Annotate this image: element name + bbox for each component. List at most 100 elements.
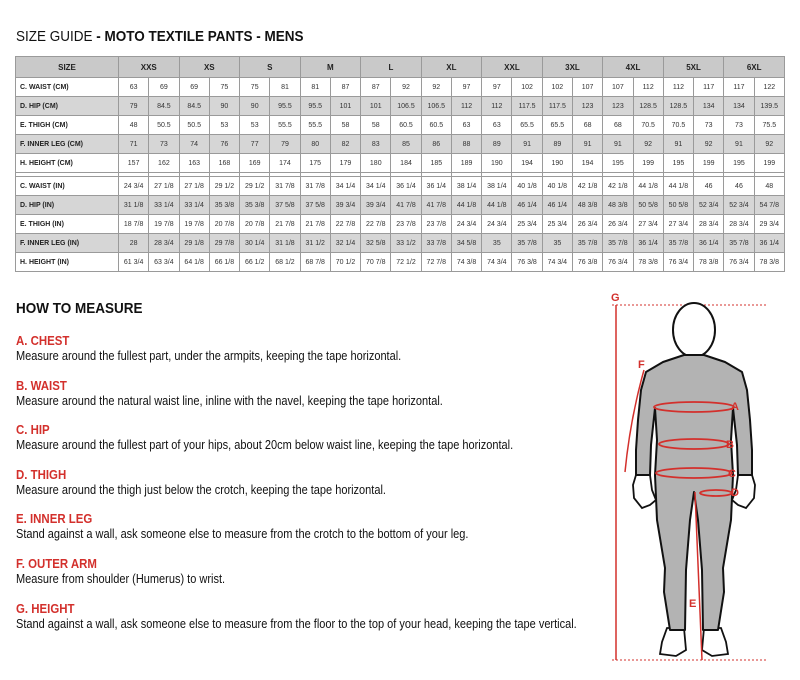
measure-item-title: A. CHEST [16, 333, 70, 348]
table-row: C. WAIST (CM) 63 69 69 75 75 81 81 87 87 92 92 97 97 1… [15, 77, 786, 97]
table-cell: 25 3/4 [541, 214, 573, 234]
table-cell: 35 7/8 [723, 233, 755, 253]
table-cell: 46 1/4 [511, 195, 543, 215]
table-cell: 92 [632, 134, 664, 154]
table-cell: 74 [178, 134, 210, 154]
measure-item-title: B. WAIST [16, 377, 67, 393]
table-cell: 65.5 [541, 115, 573, 135]
table-cell: 92 [693, 134, 725, 154]
table-cell: 33 1/2 [390, 233, 422, 253]
table-cell: 85 [390, 134, 422, 154]
table-cell: 20 7/8 [208, 214, 241, 234]
table-cell: 78 3/8 [753, 252, 786, 272]
table-cell: 84.5 [148, 96, 180, 116]
table-cell: 34 1/4 [360, 176, 392, 196]
body-measurement-figure: A B C D E F G [611, 292, 766, 661]
table-cell: 25 3/4 [511, 214, 543, 234]
table-cell: 35 3/8 [239, 195, 271, 215]
row-label: C. WAIST (CM) [15, 77, 119, 97]
table-cell: 34 5/8 [450, 233, 483, 253]
table-cell: 31 1/8 [269, 233, 301, 253]
table-cell: 60.5 [390, 115, 422, 135]
table-row: E. THIGH (CM) 48 50.5 50.5 53 53 55.5 55.5 58 58 6… [15, 115, 786, 135]
table-cell: 81 [269, 77, 301, 97]
measure-item: F. OUTER ARM Measure from shoulder (Humer… [16, 556, 225, 587]
table-cell: 168 [208, 153, 241, 173]
table-cell: 74 3/4 [481, 252, 513, 272]
table-cell: 189 [450, 153, 483, 173]
head [672, 302, 716, 358]
table-cell: 68 1/2 [269, 252, 301, 272]
table-cell: 31 1/8 [117, 195, 150, 215]
outer-arm-line [624, 369, 645, 473]
table-row: F. INNER LEG (CM) 71 73 74 76 77 79 80 82 83 85 86 8… [15, 134, 786, 154]
table-cell: 35 7/8 [511, 233, 543, 253]
row-label: F. INNER LEG (CM) [15, 134, 119, 154]
table-cell: 44 1/8 [481, 195, 513, 215]
table-cell: 19 7/8 [178, 214, 210, 234]
table-cell: 117.5 [541, 96, 573, 116]
measure-item-text: Stand against a wall, ask someone else t… [16, 527, 469, 542]
size-header-xl: XL [420, 56, 483, 78]
table-cell: 76 [208, 134, 241, 154]
table-cell: 76 3/4 [602, 252, 634, 272]
table-cell: 18 7/8 [117, 214, 150, 234]
table-cell: 48 [753, 176, 786, 196]
table-cell: 78 3/8 [693, 252, 725, 272]
table-cell: 26 3/4 [571, 214, 604, 234]
table-cell: 50.5 [148, 115, 180, 135]
thigh-line [699, 489, 733, 497]
row-label: D. HIP (CM) [15, 96, 119, 116]
table-cell: 38 1/4 [450, 176, 483, 196]
table-cell: 128.5 [662, 96, 695, 116]
table-cell: 107 [571, 77, 604, 97]
table-cell: 46 [723, 176, 755, 196]
chest-line [653, 401, 735, 413]
table-cell: 112 [450, 96, 483, 116]
table-cell: 35 7/8 [602, 233, 634, 253]
measure-item-text: Measure around the thigh just below the … [16, 482, 386, 497]
right-hand [730, 474, 756, 510]
table-cell: 91 [662, 134, 695, 154]
table-cell: 72 7/8 [420, 252, 452, 272]
table-cell: 31 1/2 [299, 233, 331, 253]
table-cell: 40 1/8 [541, 176, 573, 196]
table-cell: 73 [723, 115, 755, 135]
table-cell: 37 5/8 [299, 195, 331, 215]
table-cell: 117 [723, 77, 755, 97]
waist-line [658, 438, 730, 450]
table-cell: 88 [450, 134, 483, 154]
measure-item: B. WAIST Measure around the natural waist… [16, 378, 443, 409]
table-cell: 75.5 [753, 115, 786, 135]
table-cell: 39 3/4 [360, 195, 392, 215]
table-cell: 35 [541, 233, 573, 253]
table-cell: 41 7/8 [420, 195, 452, 215]
table-cell: 42 1/8 [602, 176, 634, 196]
table-cell: 48 [117, 115, 150, 135]
table-cell: 36 1/4 [420, 176, 452, 196]
table-cell: 23 7/8 [420, 214, 452, 234]
table-cell: 24 3/4 [117, 176, 150, 196]
table-cell: 72 1/2 [390, 252, 422, 272]
table-cell: 29 1/8 [178, 233, 210, 253]
how-to-measure-heading: HOW TO MEASURE [16, 300, 143, 317]
table-cell: 38 1/4 [481, 176, 513, 196]
table-cell: 128.5 [632, 96, 664, 116]
right-foot [701, 627, 730, 657]
table-cell: 123 [602, 96, 634, 116]
table-cell: 106.5 [390, 96, 422, 116]
row-label: F. INNER LEG (IN) [15, 233, 119, 253]
inner-leg-line [694, 491, 703, 661]
table-row: E. THIGH (IN) 18 7/8 19 7/8 19 7/8 20 7/8 20 … [15, 214, 786, 234]
table-cell: 21 7/8 [269, 214, 301, 234]
table-cell: 199 [632, 153, 664, 173]
table-cell: 190 [481, 153, 513, 173]
table-cell: 195 [723, 153, 755, 173]
measure-item-text: Stand against a wall, ask someone else t… [16, 616, 577, 631]
table-cell: 199 [693, 153, 725, 173]
table-cell: 30 1/4 [239, 233, 271, 253]
table-cell: 163 [178, 153, 210, 173]
table-cell: 70 1/2 [329, 252, 362, 272]
table-cell: 71 [117, 134, 150, 154]
measure-item-text: Measure from shoulder (Humerus) to wrist… [16, 572, 226, 586]
